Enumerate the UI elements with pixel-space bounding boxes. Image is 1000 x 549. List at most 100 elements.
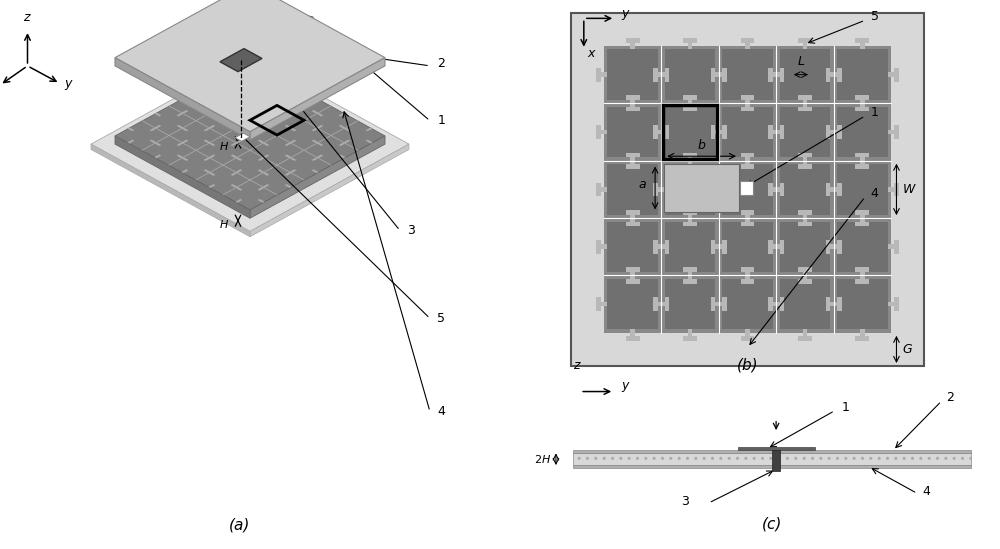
Bar bbox=[665, 125, 669, 139]
Bar bbox=[596, 72, 607, 77]
Bar bbox=[837, 125, 842, 139]
Polygon shape bbox=[317, 154, 323, 158]
Bar bbox=[626, 164, 640, 169]
Bar bbox=[711, 72, 722, 77]
Bar bbox=[630, 157, 635, 169]
Bar bbox=[826, 68, 830, 82]
Bar bbox=[830, 187, 842, 192]
Bar bbox=[711, 187, 722, 192]
Bar bbox=[860, 267, 865, 279]
Bar bbox=[894, 125, 899, 139]
Bar bbox=[715, 187, 727, 192]
Bar bbox=[626, 107, 640, 111]
Polygon shape bbox=[155, 154, 161, 158]
Bar bbox=[741, 96, 754, 100]
Bar bbox=[826, 125, 830, 139]
Bar bbox=[626, 96, 640, 100]
Polygon shape bbox=[202, 48, 280, 91]
Polygon shape bbox=[290, 169, 296, 173]
Bar bbox=[745, 38, 750, 49]
Bar bbox=[780, 107, 830, 157]
Bar bbox=[722, 49, 773, 100]
Bar bbox=[826, 182, 830, 197]
Bar bbox=[711, 244, 722, 249]
Bar bbox=[773, 302, 784, 306]
Text: 3: 3 bbox=[681, 495, 689, 508]
Text: $W$: $W$ bbox=[902, 183, 917, 196]
Polygon shape bbox=[285, 142, 291, 146]
Bar bbox=[658, 130, 669, 135]
Bar bbox=[860, 210, 865, 222]
Bar bbox=[688, 38, 692, 49]
Bar bbox=[826, 240, 830, 254]
Polygon shape bbox=[128, 139, 134, 143]
Text: $H$: $H$ bbox=[219, 140, 230, 152]
Bar bbox=[798, 96, 812, 100]
Bar bbox=[604, 46, 891, 333]
Bar bbox=[830, 302, 842, 306]
Bar bbox=[741, 107, 754, 111]
Bar bbox=[894, 297, 899, 311]
Polygon shape bbox=[263, 125, 269, 128]
Bar bbox=[768, 297, 773, 311]
Text: (c): (c) bbox=[762, 517, 782, 531]
Bar bbox=[780, 279, 830, 329]
Polygon shape bbox=[177, 125, 183, 128]
Polygon shape bbox=[231, 95, 237, 99]
Bar bbox=[803, 153, 807, 164]
Polygon shape bbox=[150, 139, 156, 143]
Text: 1: 1 bbox=[438, 114, 445, 127]
Polygon shape bbox=[204, 139, 210, 143]
Bar bbox=[630, 215, 635, 226]
Bar bbox=[722, 222, 773, 272]
Bar bbox=[711, 68, 715, 82]
Bar bbox=[665, 49, 715, 100]
Polygon shape bbox=[344, 127, 350, 131]
Bar bbox=[888, 302, 899, 306]
Polygon shape bbox=[263, 184, 269, 188]
Polygon shape bbox=[290, 139, 296, 143]
Bar bbox=[665, 164, 715, 215]
Bar bbox=[665, 297, 669, 311]
Text: 5: 5 bbox=[871, 10, 879, 23]
Bar bbox=[630, 100, 635, 111]
Bar bbox=[768, 182, 773, 197]
Bar bbox=[860, 38, 865, 49]
Bar bbox=[745, 272, 750, 283]
Bar bbox=[860, 153, 865, 164]
Polygon shape bbox=[91, 144, 250, 237]
Bar bbox=[573, 453, 971, 465]
Bar bbox=[653, 240, 658, 254]
Bar bbox=[773, 72, 784, 77]
Polygon shape bbox=[250, 136, 385, 218]
Polygon shape bbox=[231, 142, 237, 146]
Polygon shape bbox=[236, 68, 242, 72]
Polygon shape bbox=[258, 199, 264, 203]
Bar bbox=[888, 244, 899, 249]
Bar bbox=[837, 297, 842, 311]
Bar bbox=[803, 157, 807, 169]
Bar bbox=[741, 210, 754, 215]
Bar bbox=[596, 187, 607, 192]
Polygon shape bbox=[209, 95, 215, 99]
Bar bbox=[837, 68, 842, 82]
Bar bbox=[630, 210, 635, 222]
Bar bbox=[722, 107, 773, 157]
Polygon shape bbox=[209, 113, 215, 116]
Bar bbox=[711, 182, 715, 197]
Polygon shape bbox=[236, 80, 242, 84]
Bar bbox=[837, 240, 842, 254]
Bar bbox=[798, 38, 812, 42]
Bar bbox=[688, 215, 692, 226]
Polygon shape bbox=[236, 199, 242, 203]
Polygon shape bbox=[317, 125, 323, 128]
Polygon shape bbox=[263, 142, 269, 146]
Polygon shape bbox=[339, 142, 345, 146]
Polygon shape bbox=[258, 169, 264, 173]
Polygon shape bbox=[236, 127, 242, 131]
Polygon shape bbox=[263, 154, 269, 158]
Bar bbox=[683, 267, 697, 272]
Polygon shape bbox=[312, 110, 318, 114]
Bar bbox=[741, 337, 754, 341]
Polygon shape bbox=[285, 172, 291, 176]
